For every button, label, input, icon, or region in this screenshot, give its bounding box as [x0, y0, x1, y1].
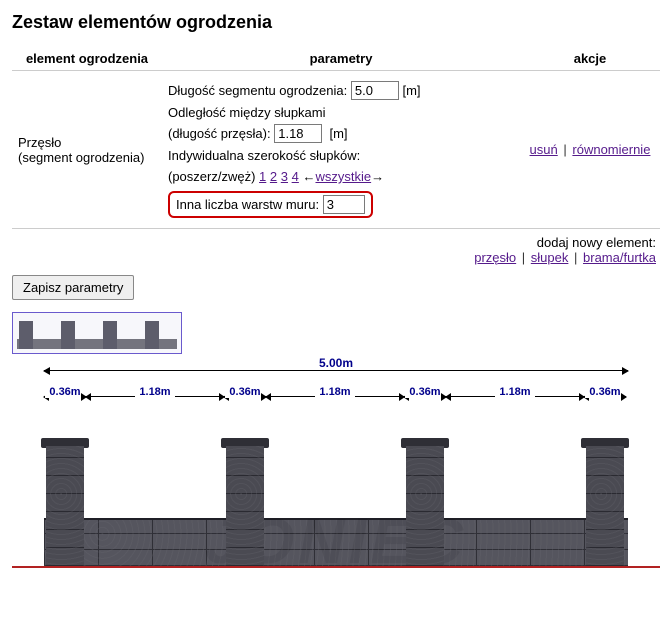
- add-przeslo-link[interactable]: przęsło: [474, 250, 516, 265]
- add-label: dodaj nowy element:: [537, 235, 656, 250]
- dim-segment: 0.36m: [44, 396, 86, 412]
- element-actions-cell: usuń | równomiernie: [520, 71, 660, 229]
- dim-total-label: 5.00m: [315, 356, 357, 370]
- col-element-header: element ogrodzenia: [12, 47, 162, 71]
- element-name-cell: Przęsło (segment ogrodzenia): [12, 71, 162, 229]
- dim-segment: 1.18m: [446, 396, 584, 412]
- width-link-all[interactable]: wszystkie: [315, 169, 371, 184]
- pillar: [224, 438, 266, 566]
- save-button[interactable]: Zapisz parametry: [12, 275, 134, 300]
- dim-segment-label: 0.36m: [45, 386, 84, 398]
- element-name-line2: (segment ogrodzenia): [18, 150, 144, 165]
- gap-unit: [m]: [329, 126, 347, 141]
- dim-segment: 0.36m: [224, 396, 266, 412]
- action-sep: |: [561, 142, 568, 157]
- add-slupek-link[interactable]: słupek: [531, 250, 569, 265]
- ground-line: [12, 566, 660, 568]
- fence-drawing: JONIEC: [44, 416, 628, 586]
- dim-segment-label: 1.18m: [315, 386, 354, 398]
- dim-segments: 0.36m1.18m0.36m1.18m0.36m1.18m0.36m: [44, 396, 628, 412]
- low-wall: [44, 518, 628, 566]
- seg-len-unit: [m]: [402, 83, 420, 98]
- col-params-header: parametry: [162, 47, 520, 71]
- pillar: [584, 438, 626, 566]
- element-params-cell: Długość segmentu ogrodzenia: [m] Odległo…: [162, 71, 520, 229]
- width-link-2[interactable]: 2: [270, 169, 277, 184]
- dim-segment-label: 0.36m: [225, 386, 264, 398]
- dim-segment: 1.18m: [86, 396, 224, 412]
- even-link[interactable]: równomiernie: [572, 142, 650, 157]
- layers-label: Inna liczba warstw muru:: [176, 197, 319, 212]
- dimension-lines: 5.00m 0.36m1.18m0.36m1.18m0.36m1.18m0.36…: [12, 370, 660, 416]
- pillar: [404, 438, 446, 566]
- arrow-left-icon: ←: [302, 169, 315, 184]
- gap-label-2: (długość przęsła):: [168, 126, 271, 141]
- width-label-2: (poszerz/zwęż): [168, 169, 255, 184]
- diagram-thumbnail: [12, 312, 182, 354]
- layers-highlight: Inna liczba warstw muru:: [168, 191, 373, 219]
- gap-input[interactable]: [274, 124, 322, 143]
- width-link-1[interactable]: 1: [259, 169, 266, 184]
- add-row: dodaj nowy element: przęsło | słupek | b…: [12, 229, 660, 275]
- dim-segment-label: 0.36m: [585, 386, 624, 398]
- layers-input[interactable]: [323, 195, 365, 214]
- col-actions-header: akcje: [520, 47, 660, 71]
- width-label-1: Indywidualna szerokość słupków:: [168, 148, 360, 163]
- dim-total: 5.00m: [44, 370, 628, 386]
- dim-segment-label: 1.18m: [495, 386, 534, 398]
- seg-len-label: Długość segmentu ogrodzenia:: [168, 83, 347, 98]
- dim-segment-label: 1.18m: [135, 386, 174, 398]
- dim-segment: 0.36m: [584, 396, 626, 412]
- add-brama-link[interactable]: brama/furtka: [583, 250, 656, 265]
- arrow-right-icon: →: [371, 169, 384, 184]
- remove-link[interactable]: usuń: [530, 142, 558, 157]
- pillar: [44, 438, 86, 566]
- dim-segment: 1.18m: [266, 396, 404, 412]
- width-link-4[interactable]: 4: [292, 169, 299, 184]
- seg-len-input[interactable]: [351, 81, 399, 100]
- dim-segment: 0.36m: [404, 396, 446, 412]
- dim-segment-label: 0.36m: [405, 386, 444, 398]
- width-link-3[interactable]: 3: [281, 169, 288, 184]
- element-name-line1: Przęsło: [18, 135, 61, 150]
- diagram: 5.00m 0.36m1.18m0.36m1.18m0.36m1.18m0.36…: [12, 312, 660, 586]
- gap-label-1: Odległość między słupkami: [168, 105, 326, 120]
- page-title: Zestaw elementów ogrodzenia: [12, 12, 660, 33]
- params-table: element ogrodzenia parametry akcje Przęs…: [12, 47, 660, 229]
- table-row: Przęsło (segment ogrodzenia) Długość seg…: [12, 71, 660, 229]
